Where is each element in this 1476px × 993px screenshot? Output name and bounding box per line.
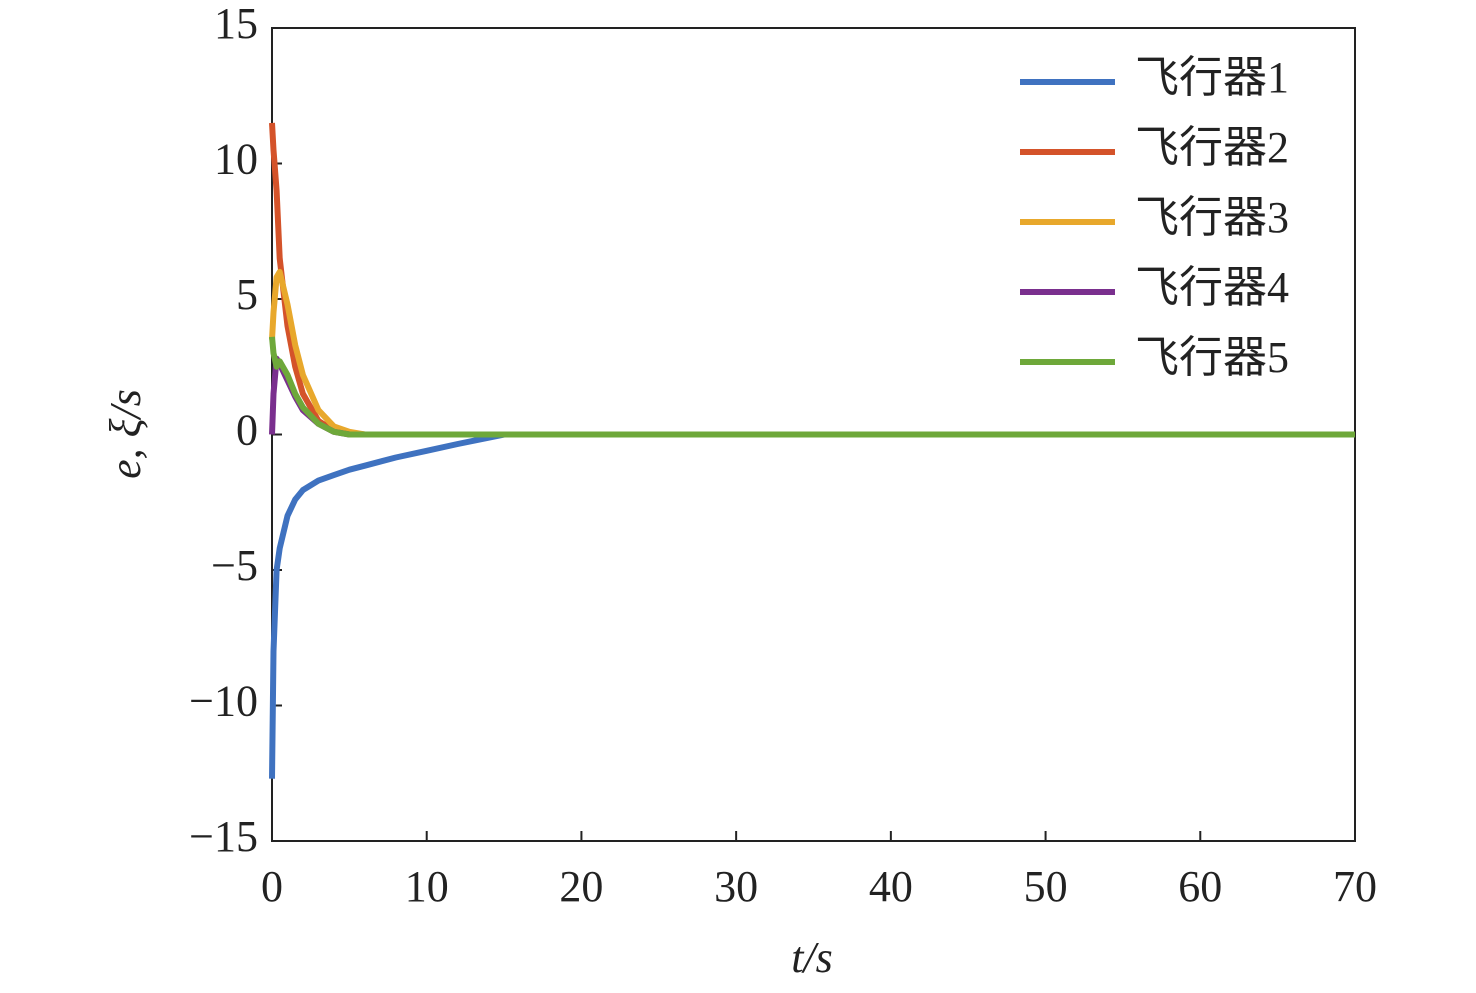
y-tick-label: 10: [214, 135, 258, 184]
x-tick-label: 0: [261, 862, 283, 911]
legend-label: 飞行器2: [1135, 123, 1289, 172]
y-axis-label: e, ξ/s: [101, 389, 150, 479]
x-tick-label: 20: [559, 862, 603, 911]
y-tick-label: 15: [214, 0, 258, 48]
x-tick-label: 50: [1024, 862, 1068, 911]
y-tick-label: 5: [236, 270, 258, 319]
legend-label: 飞行器4: [1135, 263, 1289, 312]
x-axis-label: t/s: [791, 933, 833, 982]
legend-label: 飞行器5: [1135, 333, 1289, 382]
x-tick-label: 60: [1178, 862, 1222, 911]
y-tick-label: 0: [236, 406, 258, 455]
y-tick-label: −10: [189, 677, 258, 726]
legend-label: 飞行器1: [1135, 53, 1289, 102]
series-line: [269, 431, 1355, 779]
series-line: [269, 336, 1355, 438]
legend-label: 飞行器3: [1135, 193, 1289, 242]
x-tick-label: 70: [1333, 862, 1377, 911]
x-tick-label: 40: [869, 862, 913, 911]
x-tick-label: 10: [405, 862, 449, 911]
x-tick-label: 30: [714, 862, 758, 911]
y-tick-label: −15: [189, 812, 258, 861]
y-tick-label: −5: [211, 541, 258, 590]
